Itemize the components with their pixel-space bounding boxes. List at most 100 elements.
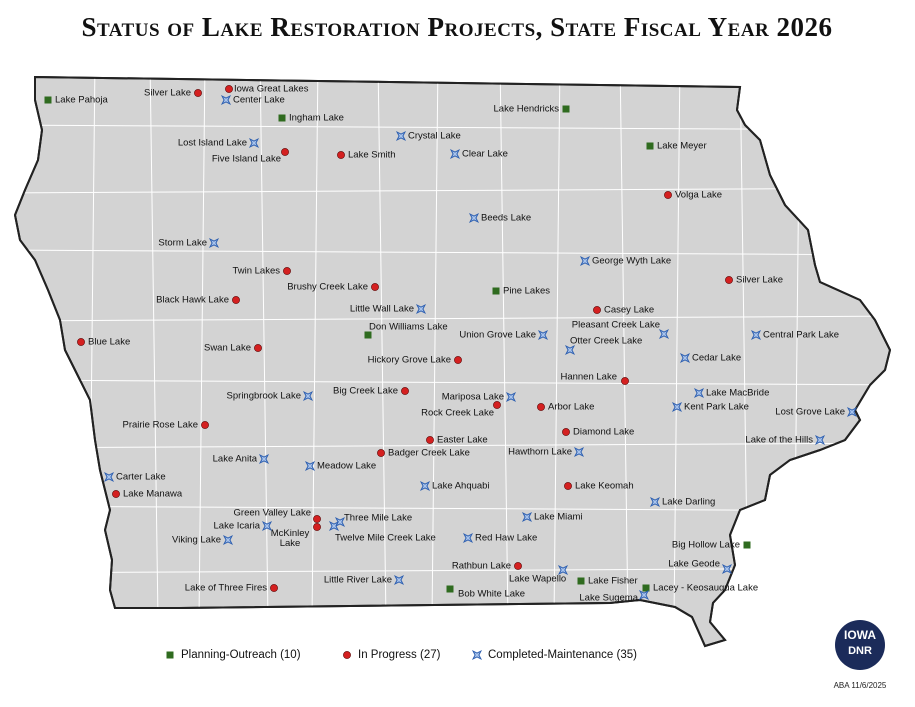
- lake-label: Black Hawk Lake: [156, 295, 229, 306]
- county-line: [553, 77, 561, 621]
- lake-marker: [671, 401, 683, 413]
- lake-marker: [112, 490, 120, 498]
- lake-marker: [208, 237, 220, 249]
- lake-marker: [537, 403, 545, 411]
- lake-label: Iowa Great Lakes: [234, 84, 309, 95]
- lake-marker: [664, 191, 672, 199]
- lake-label: Carter Lake: [116, 472, 166, 483]
- lake-label: Little River Lake: [324, 575, 392, 586]
- lake-marker: [621, 377, 629, 385]
- lake-marker: [304, 460, 316, 472]
- lake-label: Three Mile Lake: [344, 513, 412, 524]
- lake-marker: [564, 344, 576, 356]
- lake-label: Blue Lake: [88, 337, 130, 348]
- legend-label: Planning-Outreach (10): [181, 649, 301, 661]
- state-border: [13, 75, 892, 648]
- lake-marker: [258, 453, 270, 465]
- lake-marker: [270, 584, 278, 592]
- lake-label: Arbor Lake: [548, 402, 594, 413]
- lake-marker: [401, 387, 409, 395]
- lake-label: Don Williams Lake: [369, 322, 448, 333]
- lake-marker: [646, 142, 654, 150]
- lake-label: Lake of the Hills: [745, 435, 813, 446]
- lake-marker: [693, 387, 705, 399]
- lake-marker: [254, 344, 262, 352]
- lake-label: Lost Grove Lake: [775, 407, 845, 418]
- lake-label: Center Lake: [233, 95, 285, 106]
- lake-label: Silver Lake: [144, 88, 191, 99]
- lake-marker: [721, 563, 733, 575]
- lake-marker: [337, 151, 345, 159]
- lake-marker: [395, 130, 407, 142]
- legend-marker: [343, 651, 351, 659]
- lake-marker: [222, 534, 234, 546]
- lake-marker: [283, 267, 291, 275]
- lake-label: Red Haw Lake: [475, 533, 537, 544]
- lake-marker: [313, 523, 321, 531]
- lake-label: Storm Lake: [158, 238, 207, 249]
- legend-marker: [471, 649, 483, 661]
- lake-marker: [232, 296, 240, 304]
- logo-badge: [835, 620, 885, 670]
- lake-label: Hannen Lake: [560, 372, 617, 383]
- lake-label: Volga Lake: [675, 190, 722, 201]
- lake-label: Lake Keomah: [575, 481, 634, 492]
- lake-marker: [642, 584, 650, 592]
- lake-label: Viking Lake: [172, 535, 221, 546]
- legend-marker: [166, 651, 174, 659]
- lake-label: Silver Lake: [736, 275, 783, 286]
- lake-label: Swan Lake: [204, 343, 251, 354]
- lake-marker: [225, 85, 233, 93]
- lake-label: Lake Smith: [348, 150, 396, 161]
- lake-marker: [419, 480, 431, 492]
- lake-marker: [281, 148, 289, 156]
- lake-label: Lake Hendricks: [494, 104, 560, 115]
- lake-label: Casey Lake: [604, 305, 654, 316]
- lake-marker: [415, 303, 427, 315]
- lake-marker: [638, 589, 650, 601]
- lake-marker: [77, 338, 85, 346]
- lake-marker: [649, 496, 661, 508]
- lake-marker: [492, 287, 500, 295]
- lake-label: Kent Park Lake: [684, 402, 749, 413]
- county-line: [149, 77, 159, 621]
- lake-label: Twelve Mile Creek Lake: [335, 533, 436, 544]
- lake-label: Rock Creek Lake: [421, 408, 494, 419]
- lake-label: Lake Pahoja: [55, 95, 109, 106]
- lake-label: Hickory Grove Lake: [368, 355, 451, 366]
- lake-label: Easter Lake: [437, 435, 488, 446]
- county-line: [15, 187, 890, 194]
- lake-marker: [261, 520, 273, 532]
- county-line: [619, 77, 629, 621]
- lake-marker: [313, 515, 321, 523]
- lake-marker: [377, 449, 385, 457]
- lake-marker: [454, 356, 462, 364]
- lake-marker: [593, 306, 601, 314]
- credit: ABA 11/6/2025: [834, 681, 887, 690]
- lake-label: Meadow Lake: [317, 461, 376, 472]
- lake-label: Badger Creek Lake: [388, 448, 470, 459]
- lake-marker: [750, 329, 762, 341]
- lake-marker: [725, 276, 733, 284]
- lake-label: Lake Darling: [662, 497, 715, 508]
- lake-marker: [201, 421, 209, 429]
- lake-label: Springbrook Lake: [227, 391, 301, 402]
- lake-marker: [557, 564, 569, 576]
- lake-marker: [103, 471, 115, 483]
- map-title: Status of Lake Restoration Projects, Sta…: [81, 12, 832, 42]
- county-line: [15, 315, 890, 322]
- lake-label: Lake Miami: [534, 512, 583, 523]
- lake-marker: [814, 434, 826, 446]
- lake-marker: [564, 482, 572, 490]
- lake-marker: [462, 532, 474, 544]
- county-line: [311, 77, 319, 621]
- lake-label: Lake Geode: [668, 559, 720, 570]
- lake-label: Green Valley Lake: [234, 508, 311, 519]
- lake-label: Lost Island Lake: [178, 138, 247, 149]
- lake-label: Pine Lakes: [503, 286, 550, 297]
- lake-marker: [577, 577, 585, 585]
- lake-label: Brushy Creek Lake: [287, 282, 368, 293]
- lake-marker: [302, 390, 314, 402]
